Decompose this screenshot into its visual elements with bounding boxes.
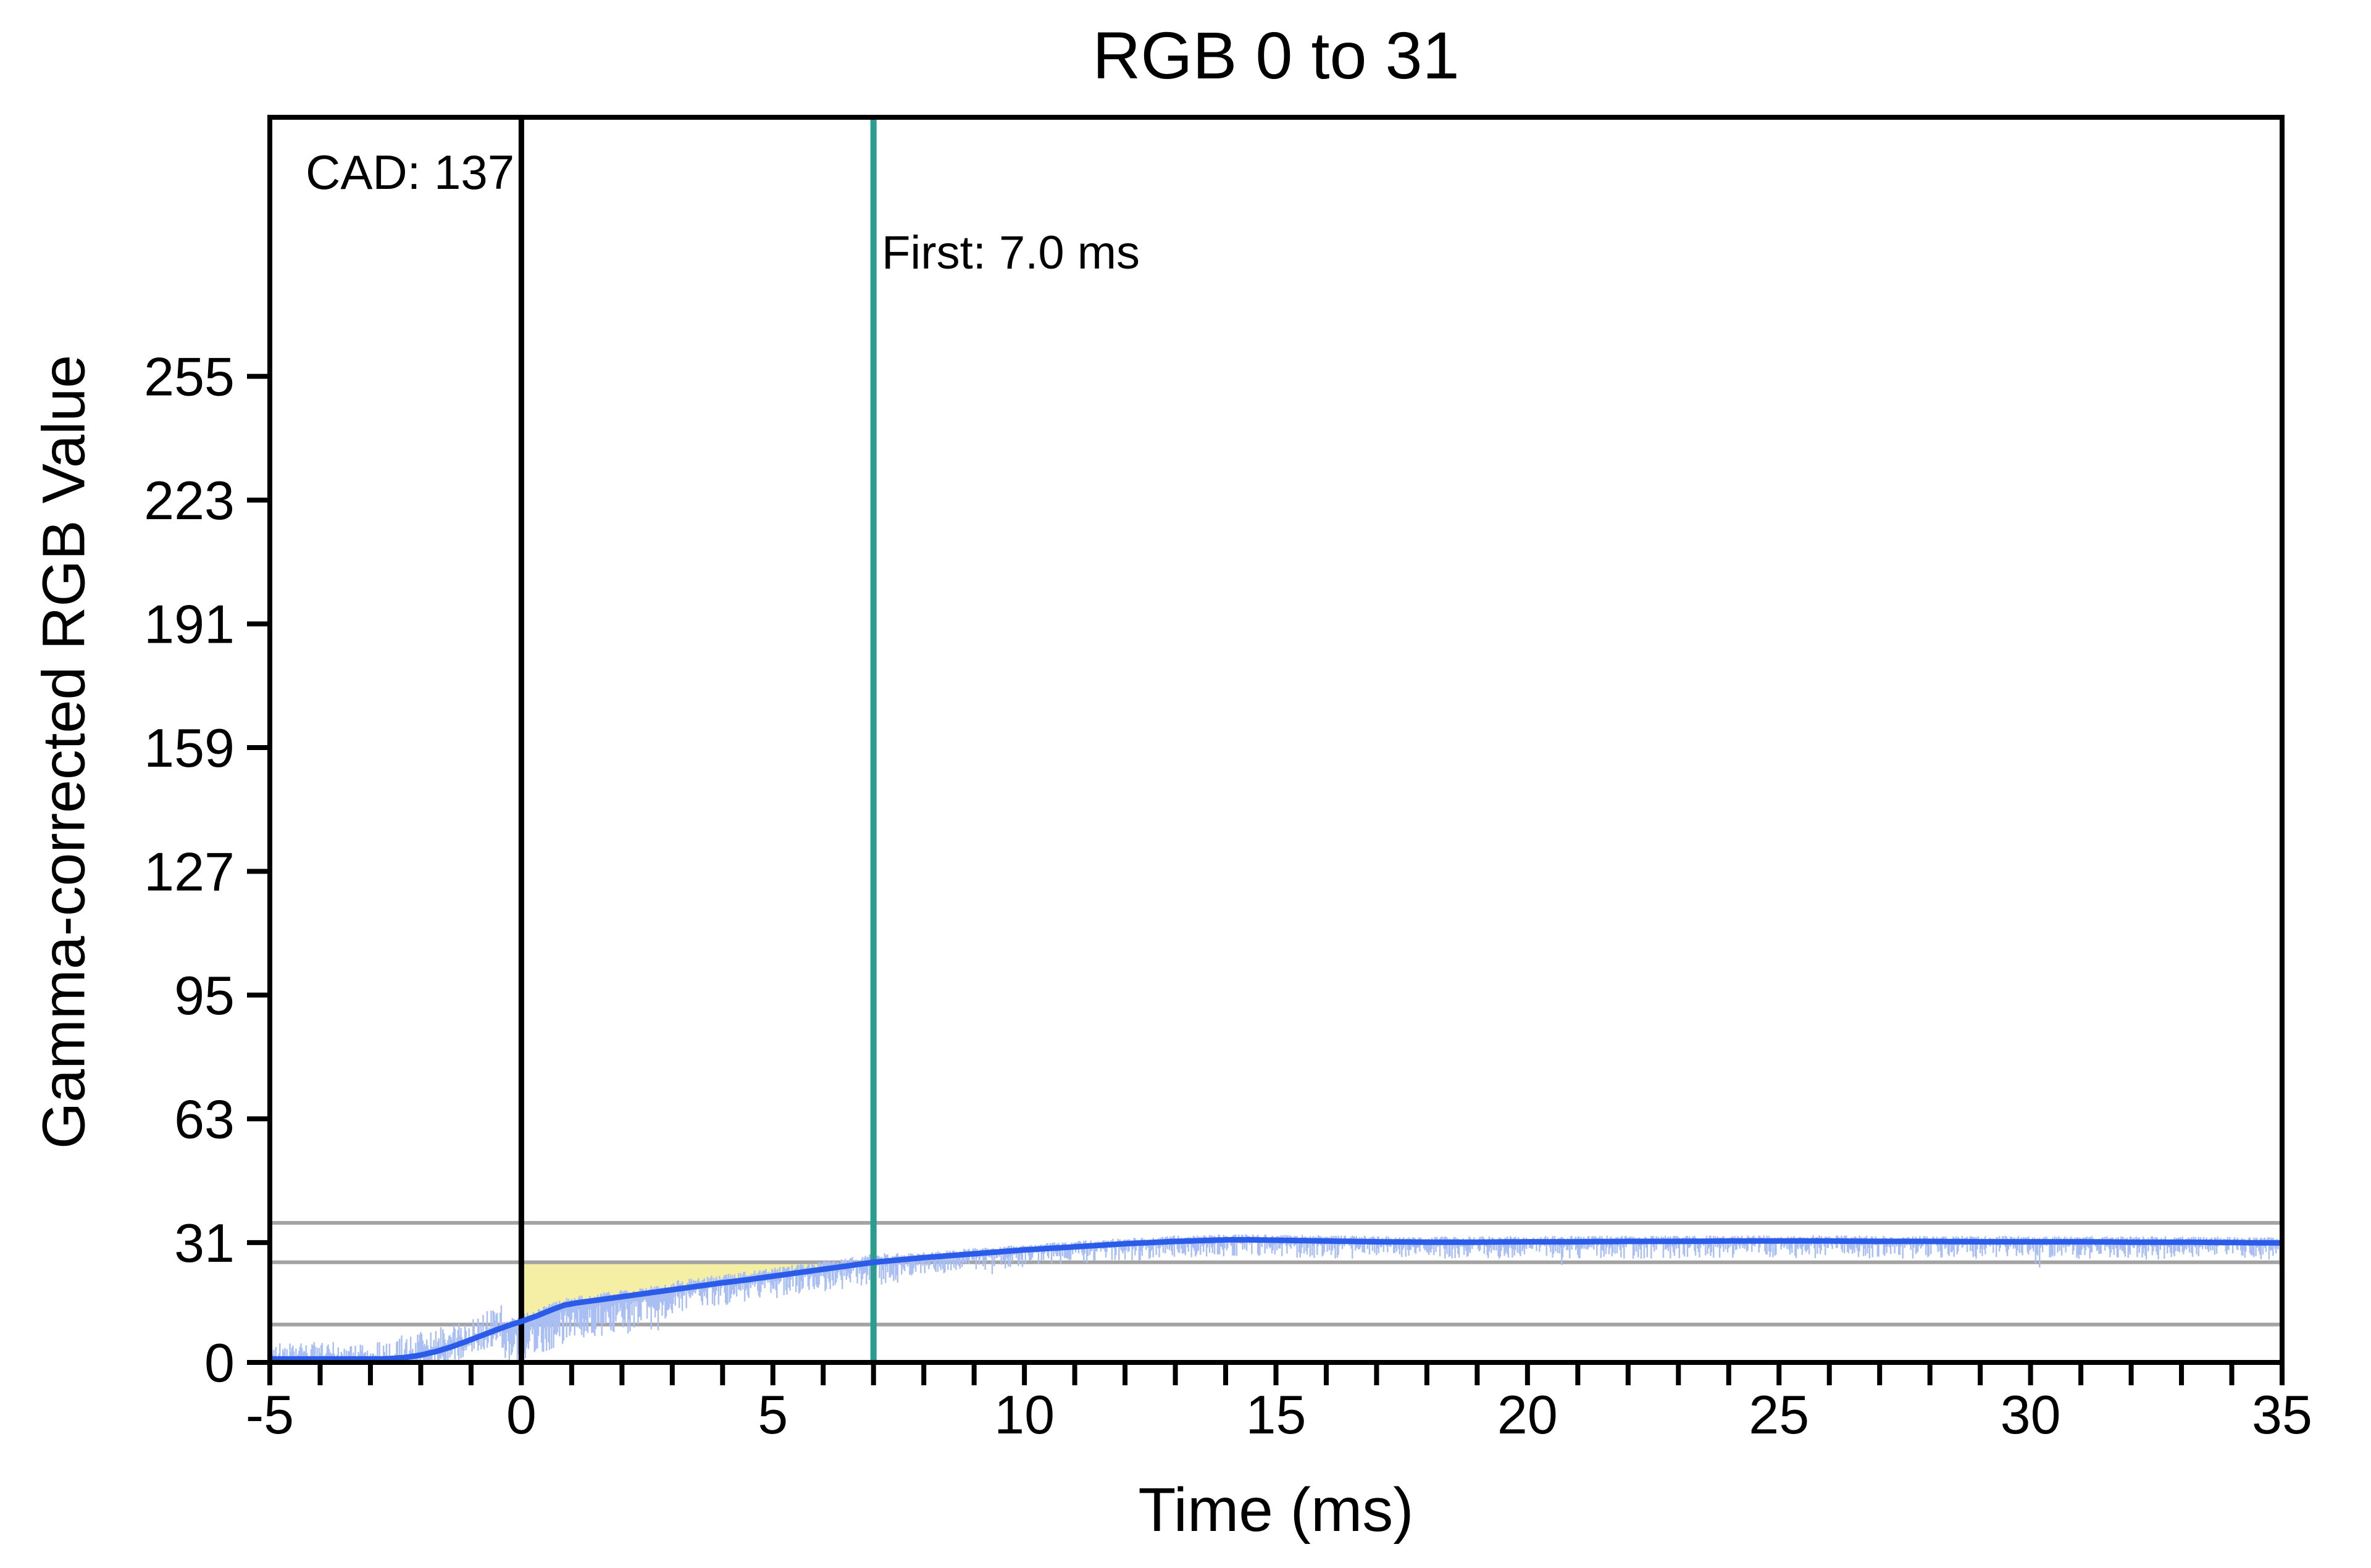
- y-tick-label: 191: [144, 594, 235, 655]
- y-tick-label: 0: [204, 1332, 235, 1393]
- x-tick-label: 20: [1497, 1384, 1558, 1445]
- y-tick-label: 95: [174, 965, 235, 1026]
- y-tick-label: 255: [144, 346, 235, 407]
- x-tick-label: 10: [994, 1384, 1055, 1445]
- x-tick-label: 5: [758, 1384, 788, 1445]
- x-tick-label: -5: [246, 1384, 294, 1445]
- cad-annotation: CAD: 137: [306, 145, 515, 199]
- x-tick-label: 15: [1246, 1384, 1307, 1445]
- x-tick-label: 25: [1749, 1384, 1809, 1445]
- x-tick-label: 35: [2252, 1384, 2312, 1445]
- chart-title: RGB 0 to 31: [1092, 18, 1460, 93]
- x-tick-label: 0: [506, 1384, 537, 1445]
- x-axis-title: Time (ms): [1138, 1475, 1414, 1545]
- response-time-region: [521, 1262, 874, 1322]
- y-tick-label: 31: [174, 1212, 235, 1274]
- x-tick-label: 30: [2001, 1384, 2061, 1445]
- y-tick-label: 127: [144, 841, 235, 902]
- first-response-annotation: First: 7.0 ms: [882, 227, 1140, 279]
- smoothed-response-curve: [270, 1236, 2282, 1362]
- y-tick-label: 63: [174, 1088, 235, 1149]
- y-tick-label: 159: [144, 717, 235, 778]
- y-tick-label: 223: [144, 470, 235, 531]
- plot-border: [267, 115, 2285, 1365]
